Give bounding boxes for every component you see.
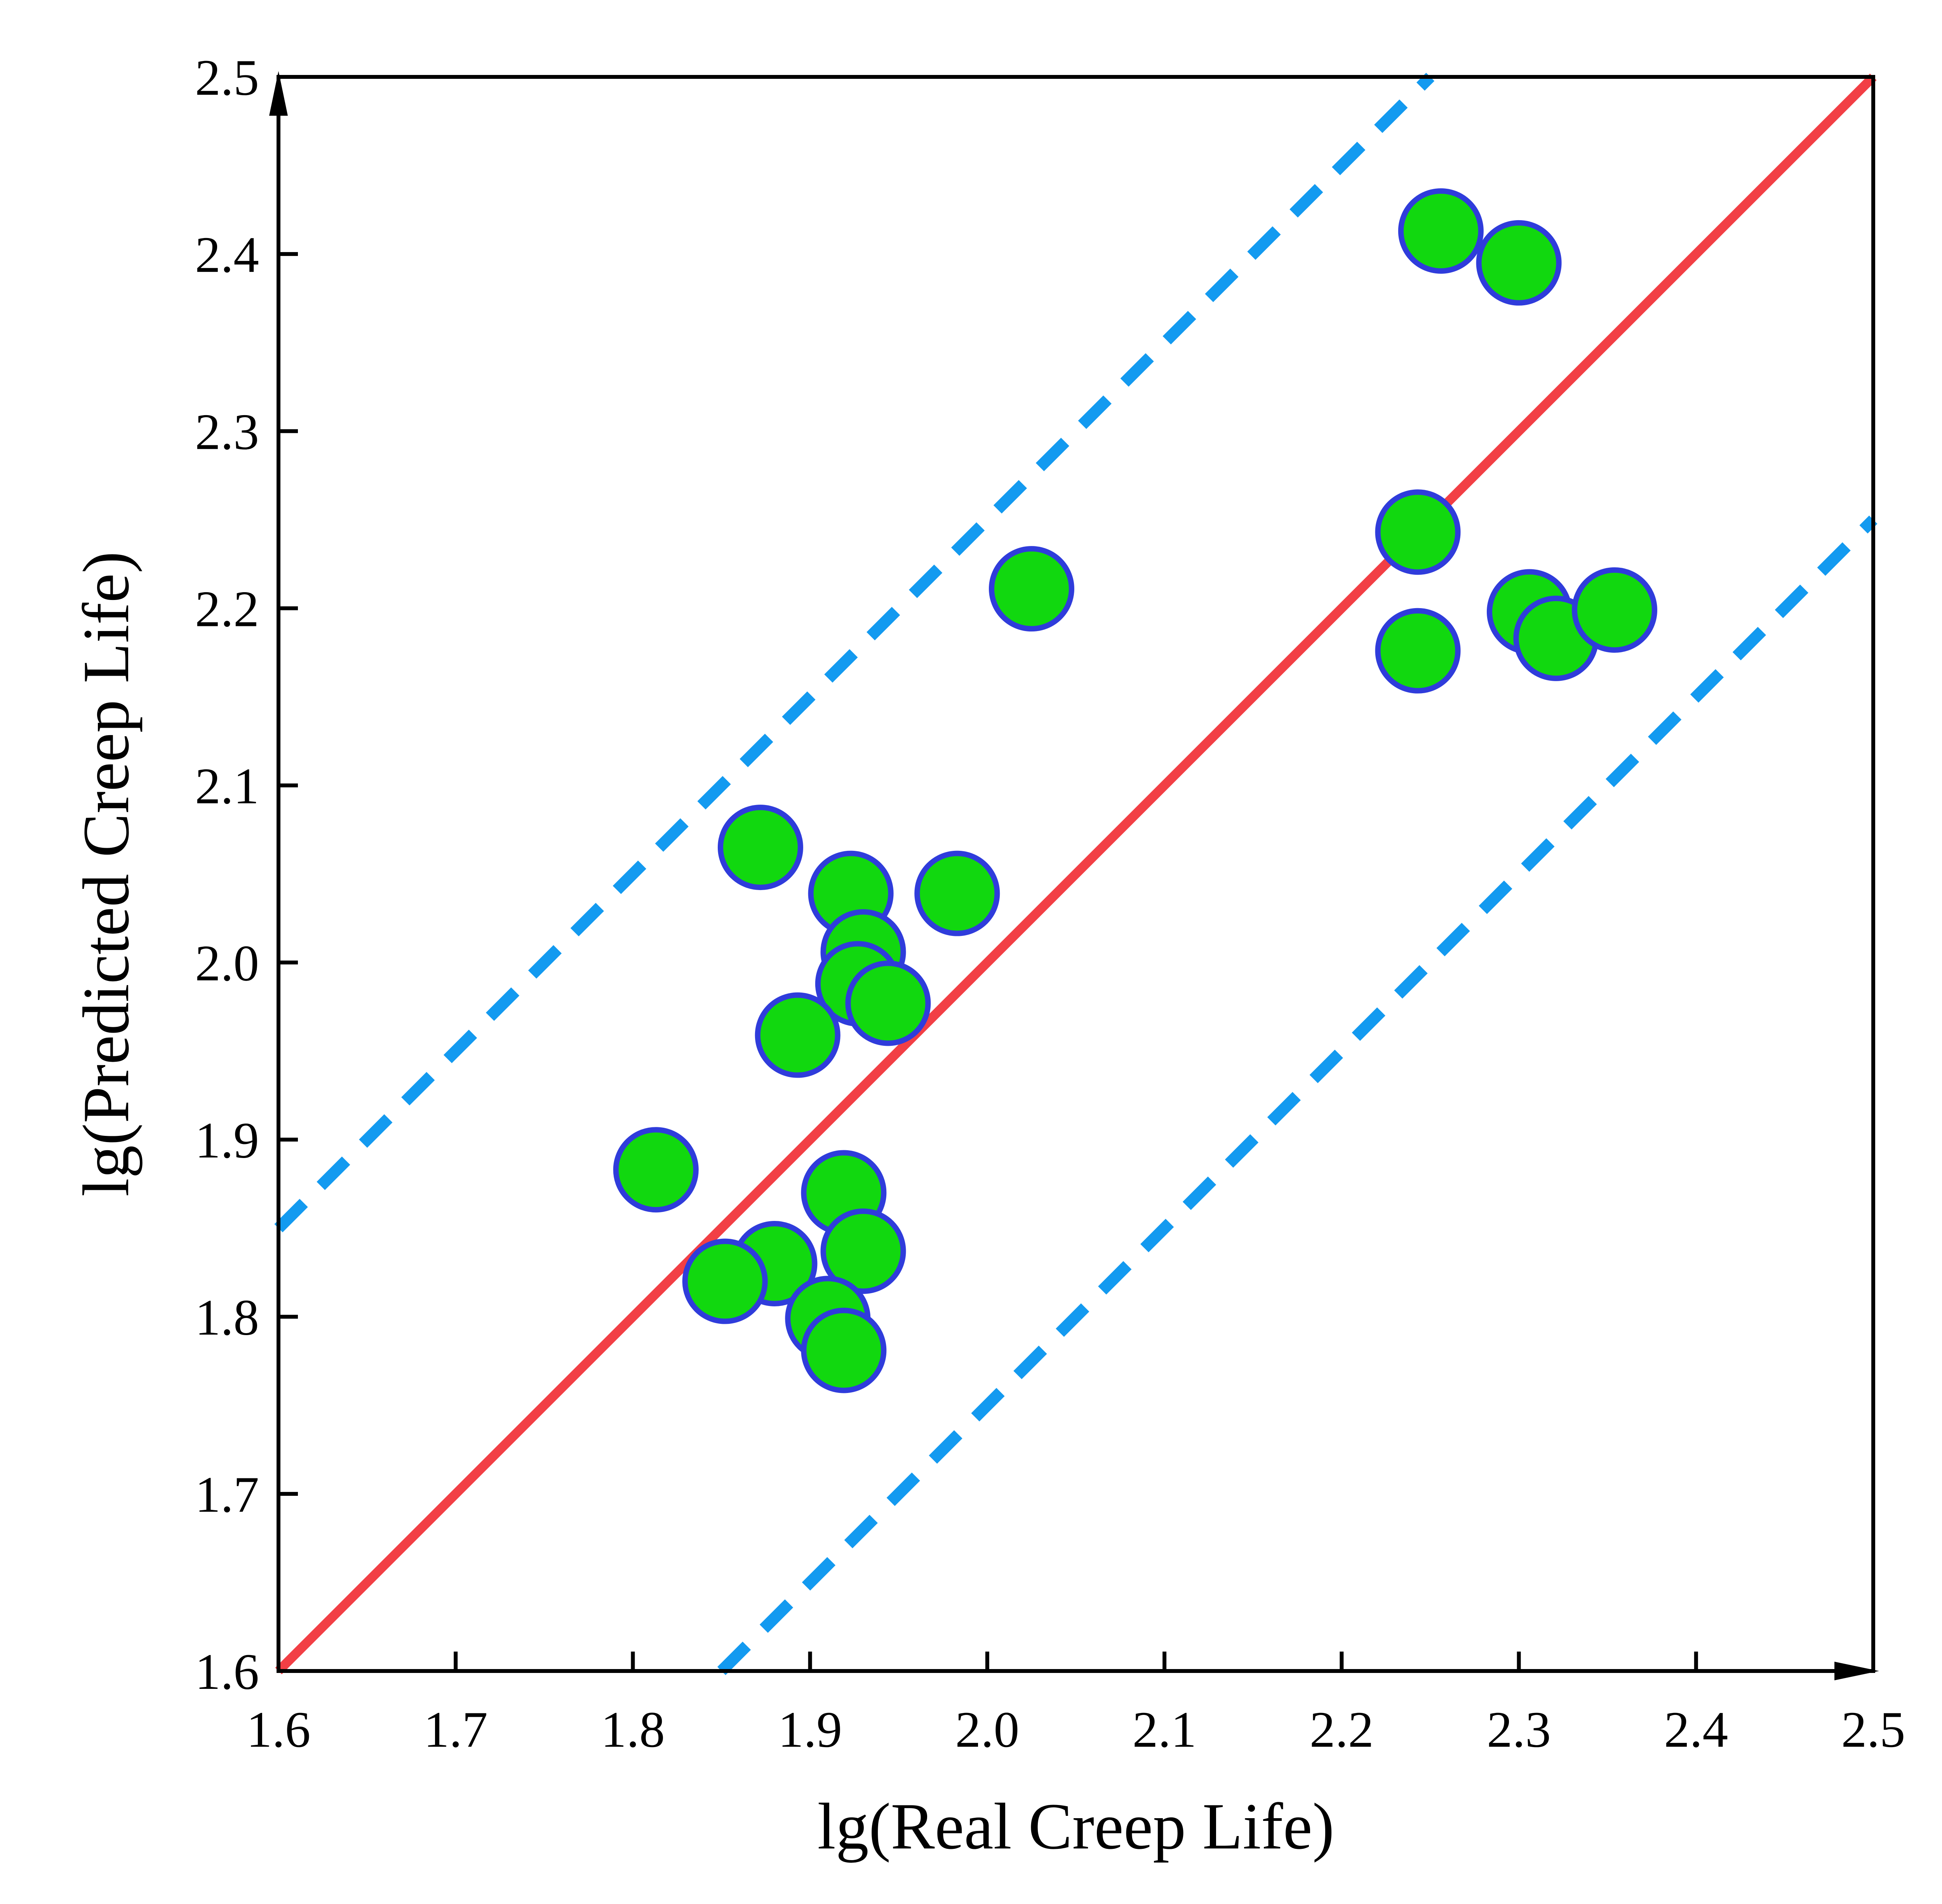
y-tick-label: 2.4 [195,226,259,283]
x-tick-label: 1.8 [601,1701,665,1758]
data-point-14 [845,960,931,1046]
lower-band-line [717,515,1878,1675]
y-tick-labels: 1.6 1.7 1.8 1.9 2.0 2.1 2.2 2.3 2.4 2.5 [195,49,259,1700]
data-point-15 [755,992,840,1078]
data-point-4 [1375,608,1461,694]
data-point-9 [717,805,803,890]
data-point-18 [820,1208,906,1294]
x-tick-label: 1.7 [424,1701,488,1758]
y-axis-title: lg(Predicted Creep Life) [70,551,143,1196]
y-tick-label: 1.6 [195,1643,259,1700]
x-tick-label: 1.6 [247,1701,311,1758]
data-point-11 [914,850,1000,936]
x-tick-label: 2.1 [1133,1701,1197,1758]
data-point-3 [1375,489,1461,575]
data-point-8 [988,546,1074,632]
ideal-line [275,73,1877,1674]
data-points [613,188,1657,1393]
data-point-22 [801,1308,887,1393]
y-tick-label: 1.8 [195,1289,259,1346]
x-tick-label: 2.4 [1664,1701,1728,1758]
y-tick-label: 2.2 [195,580,259,637]
data-point-2 [1476,220,1562,306]
x-tick-label: 1.9 [778,1701,842,1758]
plot-border [277,75,1875,1673]
plot-frame [269,71,1879,1680]
y-axis-arrow-icon [269,71,288,116]
y-tick-label: 1.9 [195,1112,259,1169]
x-tick-label: 2.2 [1310,1701,1374,1758]
x-axis-title: lg(Real Creep Life) [817,1790,1334,1863]
upper-band-line [274,73,1435,1233]
data-point-16 [613,1127,699,1213]
y-tick-label: 1.7 [195,1466,259,1523]
reference-lines [274,73,1878,1675]
x-tick-label: 2.5 [1841,1701,1905,1758]
y-tick-label: 2.0 [195,935,259,992]
x-axis-arrow-icon [1834,1662,1879,1680]
data-point-20 [682,1238,768,1324]
y-tick-label: 2.5 [195,49,259,106]
axis-ticks [278,252,1698,1671]
data-point-1 [1398,188,1484,274]
y-tick-label: 2.1 [195,757,259,814]
data-point-7 [1571,567,1657,653]
x-tick-label: 2.0 [955,1701,1019,1758]
x-tick-label: 2.3 [1487,1701,1551,1758]
x-tick-labels: 1.6 1.7 1.8 1.9 2.0 2.1 2.2 2.3 2.4 2.5 [247,1701,1905,1758]
y-tick-label: 2.3 [195,403,259,460]
